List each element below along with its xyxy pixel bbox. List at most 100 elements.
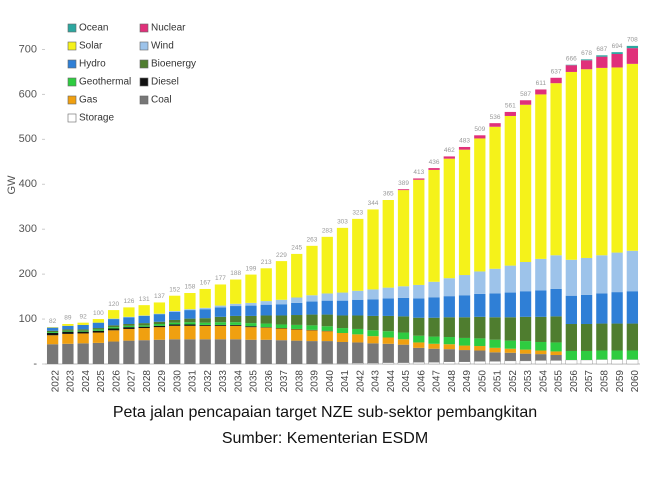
bar-segment — [474, 135, 485, 138]
total-label: 263 — [307, 237, 318, 244]
legend-swatch — [140, 24, 148, 32]
bar-segment — [398, 189, 409, 190]
bar-segment — [505, 116, 516, 266]
bar-segment — [77, 343, 88, 364]
bar-segment — [611, 67, 622, 252]
bar-segment — [627, 251, 638, 291]
legend-label: Wind — [151, 41, 174, 52]
x-tick-label: 2046 — [416, 370, 427, 393]
bar-segment — [535, 317, 546, 342]
bar-segment — [230, 304, 241, 306]
bar-segment — [108, 342, 119, 364]
x-tick-label: 2030 — [172, 370, 183, 393]
bar-segment — [489, 293, 500, 317]
y-tick-label: - — [33, 358, 37, 370]
bar-segment — [93, 329, 104, 330]
total-label: 561 — [505, 103, 516, 110]
bar-segment — [93, 331, 104, 333]
bar-segment — [550, 351, 561, 355]
total-label: 365 — [383, 191, 394, 198]
bar-segment — [428, 282, 439, 298]
bar-segment — [596, 55, 607, 56]
x-tick-label: 2051 — [493, 370, 504, 393]
bar-segment — [520, 291, 531, 317]
bar-segment — [200, 325, 211, 326]
bar-segment — [398, 316, 409, 332]
bar-segment — [77, 332, 88, 334]
bar-segment — [77, 333, 88, 343]
bar-segment — [367, 363, 378, 364]
bar-segment — [581, 351, 592, 360]
total-label: 678 — [581, 50, 592, 57]
bar-segment — [291, 298, 302, 303]
bar-segment — [413, 348, 424, 362]
legend-swatch — [140, 42, 148, 50]
bar-segment — [505, 361, 516, 364]
total-label: 177 — [215, 275, 226, 282]
bar-segment — [200, 318, 211, 322]
legend-label: Solar — [79, 41, 103, 52]
total-label: 126 — [123, 298, 134, 305]
x-tick-label: 2060 — [630, 370, 641, 393]
bar-segment — [261, 315, 272, 323]
x-tick-label: 2054 — [538, 370, 549, 393]
bar-segment — [535, 342, 546, 351]
bar-segment — [215, 284, 226, 305]
bar-segment — [352, 300, 363, 316]
bar-segment — [200, 309, 211, 318]
bar-segment — [123, 317, 134, 324]
bar-segment — [77, 329, 88, 330]
bar-segment — [413, 178, 424, 179]
total-label: 245 — [291, 245, 302, 252]
bar-segment — [489, 269, 500, 294]
bar-segment — [566, 296, 577, 324]
bar-segment — [474, 271, 485, 293]
legend-label: Geothermal — [79, 77, 131, 88]
x-tick-label: 2023 — [66, 370, 77, 393]
bar-segment — [108, 330, 119, 341]
bar-segment — [184, 293, 195, 309]
bar-segment — [337, 293, 348, 301]
bar-segment — [474, 338, 485, 346]
bar-segment — [62, 344, 73, 364]
bar-segment — [184, 326, 195, 339]
bar-segment — [444, 278, 455, 296]
bar-segment — [535, 94, 546, 258]
bar-segment — [261, 340, 272, 364]
bar-segment — [123, 327, 134, 329]
bar-segment — [566, 260, 577, 296]
bar-segment — [245, 316, 256, 323]
bar-segment — [535, 351, 546, 355]
bar-segment — [459, 338, 470, 346]
total-label: 436 — [429, 159, 440, 166]
bar-segment — [322, 301, 333, 315]
bar-segment — [367, 299, 378, 316]
y-tick-label: 200 — [19, 268, 37, 280]
bar-segment — [459, 362, 470, 364]
total-label: 509 — [474, 126, 485, 133]
total-label: 303 — [337, 219, 348, 226]
bar-segment — [93, 323, 104, 328]
bar-segment — [459, 147, 470, 150]
bar-segment — [428, 362, 439, 364]
bar-segment — [520, 341, 531, 350]
bar-segment — [611, 360, 622, 364]
bar-segment — [581, 69, 592, 258]
bar-segment — [627, 324, 638, 351]
bar-segment — [154, 324, 165, 326]
bar-segment — [611, 292, 622, 323]
bar-segment — [550, 83, 561, 255]
bar-segment — [627, 46, 638, 48]
bar-segment — [337, 301, 348, 316]
total-label: 708 — [627, 37, 638, 44]
x-tick-label: 2031 — [188, 370, 199, 393]
bar-segment — [352, 329, 363, 334]
bar-segment — [139, 305, 150, 315]
bar-segment — [383, 288, 394, 299]
bar-segment — [566, 65, 577, 72]
bar-segment — [611, 253, 622, 293]
bar-segment — [230, 322, 241, 325]
bar-segment — [337, 315, 348, 328]
bar-segment — [627, 291, 638, 323]
bar-segment — [581, 295, 592, 324]
